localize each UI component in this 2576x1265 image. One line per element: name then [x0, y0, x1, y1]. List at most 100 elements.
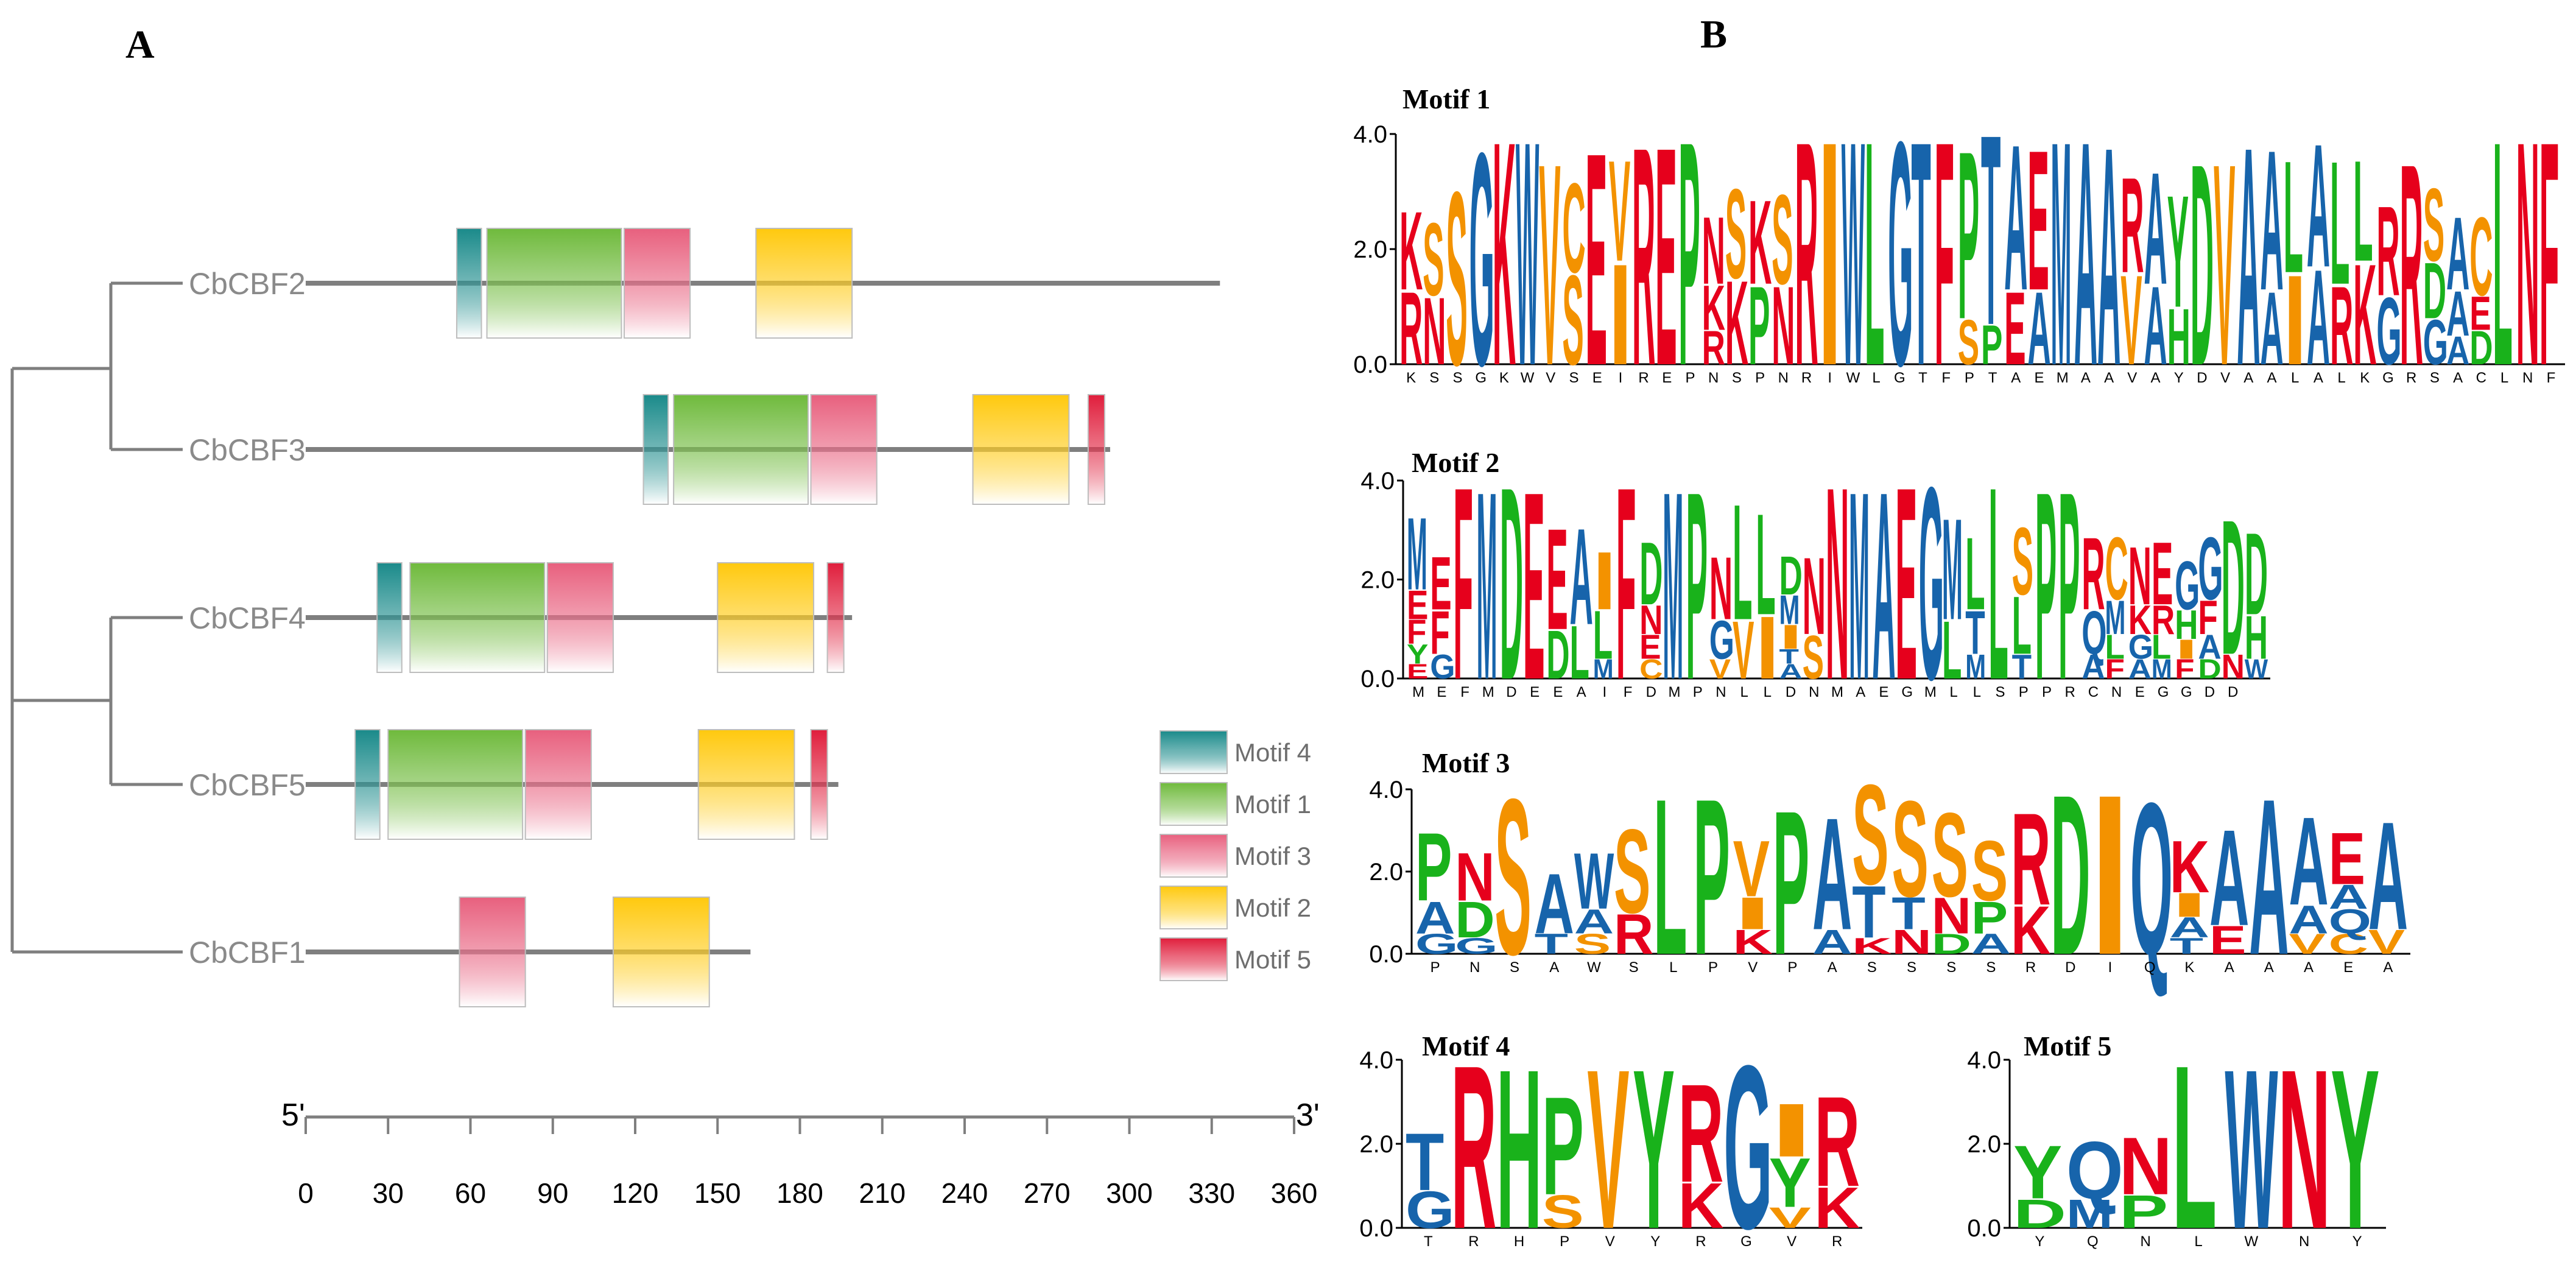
logo-title: Motif 5: [2024, 1031, 2111, 1062]
logo-column: F: [1616, 431, 1636, 738]
logo-letter-l: L: [1865, 76, 1884, 433]
logo-letter-r: R: [1678, 1055, 1724, 1212]
logo-column: GT: [1406, 1116, 1455, 1239]
logo-x-tick-label: K: [1406, 370, 1416, 386]
logo-letter-d: D: [1932, 928, 1971, 960]
logo-column: F: [1453, 431, 1473, 738]
logo-letter-a: A: [1535, 856, 1574, 952]
legend-swatch: [1160, 834, 1228, 878]
logo-letter-c: C: [2469, 194, 2493, 319]
logo-letter-r: R: [2400, 105, 2423, 426]
logo-letter-d: D: [2423, 246, 2446, 336]
logo-column: L: [2172, 1018, 2217, 1265]
logo-column: A: [1872, 437, 1895, 736]
logo-letter-n: N: [2222, 647, 2245, 686]
logo-x-tick-label: T: [1988, 370, 1997, 386]
logo-column: R: [2400, 105, 2423, 426]
logo-letter-m: M: [1663, 437, 1683, 736]
legend-label: Motif 5: [1234, 945, 1311, 974]
logo-letter-i: I: [1779, 618, 1802, 656]
logo-column: W: [1842, 75, 1865, 432]
logo-column: V: [1587, 1023, 1630, 1265]
three-prime-label: 3': [1296, 1098, 1320, 1133]
logo-x-tick-label: M: [1668, 684, 1680, 700]
logo-letter-r: R: [2120, 150, 2144, 301]
logo-letter-i: I: [2170, 886, 2209, 924]
logo-letter-w: W: [2245, 654, 2268, 685]
tree-branch-root: [10, 367, 183, 954]
logo-letter-a: A: [2082, 647, 2105, 686]
motif-box-motif-2: [717, 562, 815, 673]
logo-x-tick-label: N: [1778, 370, 1789, 386]
logo-letter-e: E: [2469, 287, 2491, 340]
logo-x-tick-label: P: [1693, 684, 1703, 700]
logo-column: AE: [2027, 108, 2050, 387]
logo-letter-y: Y: [2331, 1022, 2379, 1265]
scale-tick-label: 150: [694, 1177, 741, 1209]
logo-column: KL: [2353, 131, 2376, 395]
logo-letter-p: P: [2058, 437, 2080, 736]
logo-x-tick-label: F: [1624, 684, 1633, 700]
logo-letter-l: L: [2330, 124, 2349, 321]
logo-letter-g: G: [2423, 306, 2448, 378]
logo-x-tick-label: R: [1801, 370, 1812, 386]
logo-letter-a: A: [2368, 791, 2408, 962]
logo-column: KR: [1814, 1071, 1860, 1241]
logo-letter-m: M: [1593, 654, 1614, 685]
logo-letter-s: S: [1725, 163, 1747, 305]
logo-x-tick-label: E: [1879, 684, 1888, 700]
logo-letter-p: P: [1693, 753, 1730, 1002]
logo-column: N: [2516, 76, 2539, 433]
logo-letter-t: T: [2170, 933, 2203, 959]
logo-column: AAA: [2446, 196, 2469, 373]
logo-letter-e: E: [2329, 817, 2365, 900]
logo-column: VR: [2120, 150, 2144, 392]
logo-x-tick-label: Y: [2035, 1233, 2044, 1250]
motif-box-motif-2: [755, 228, 853, 339]
logo-title: Motif 2: [1412, 447, 1499, 478]
logo-letter-i: I: [2090, 747, 2130, 1002]
logo-column: MQ: [2066, 1126, 2124, 1237]
logo-column: F: [1935, 76, 1954, 433]
logo-column: P: [1678, 76, 1700, 433]
logo-letter-e: E: [1407, 582, 1428, 628]
logo-letter-i: I: [1593, 535, 1616, 627]
logo-x-tick-label: E: [1662, 370, 1672, 386]
logo-column: RS: [1614, 805, 1653, 966]
logo-x-tick-label: S: [1867, 959, 1877, 976]
logo-letter-f: F: [2175, 654, 2194, 685]
logo-x-tick-label: F: [1460, 684, 1469, 700]
logo-x-tick-label: P: [1787, 959, 1797, 976]
gene-track-cbcbf1: CbCBF1: [189, 897, 751, 1007]
logo-x-tick-label: E: [1437, 684, 1446, 700]
logo-column: G: [1888, 76, 1913, 433]
logo-column: Y: [1633, 1023, 1675, 1265]
logo-x-tick-label: G: [1894, 370, 1906, 386]
logo-letter-a: A: [1574, 903, 1614, 941]
logo-column: AA: [2260, 108, 2283, 387]
logo-letter-l: L: [2284, 129, 2303, 306]
logo-letter-n: N: [1709, 539, 1733, 639]
logo-x-tick-label: S: [1946, 959, 1956, 976]
motif-box-motif-1: [486, 228, 622, 339]
logo-column: PT: [1981, 79, 2002, 382]
logo-letter-s: S: [1803, 624, 1824, 692]
logo-column: AA: [2144, 140, 2167, 388]
scale-axis: 5' 3' 0 30 60 90 120 150 180 210 240 270 300 330 360: [281, 1098, 1320, 1209]
logo-x-tick-label: M: [2057, 370, 2069, 386]
logo-column: GDS: [2423, 167, 2448, 378]
logo-letter-e: E: [1430, 542, 1451, 626]
logo-x-tick-label: A: [2304, 959, 2314, 976]
logo-x-tick-label: R: [2064, 684, 2075, 700]
scale-tick-label: 360: [1271, 1177, 1318, 1209]
logo-column: IV: [1609, 131, 1632, 395]
logo-column: GFE: [1430, 542, 1455, 686]
logo-letter-l: L: [1756, 485, 1775, 646]
logo-letter-d: D: [2245, 509, 2268, 639]
logo-x-tick-label: A: [2453, 370, 2463, 386]
logo-column: R: [1632, 83, 1655, 431]
logo-letter-p: P: [1686, 437, 1708, 736]
logo-column: GDN: [1455, 839, 1497, 959]
logo-column: GR: [2376, 180, 2401, 384]
